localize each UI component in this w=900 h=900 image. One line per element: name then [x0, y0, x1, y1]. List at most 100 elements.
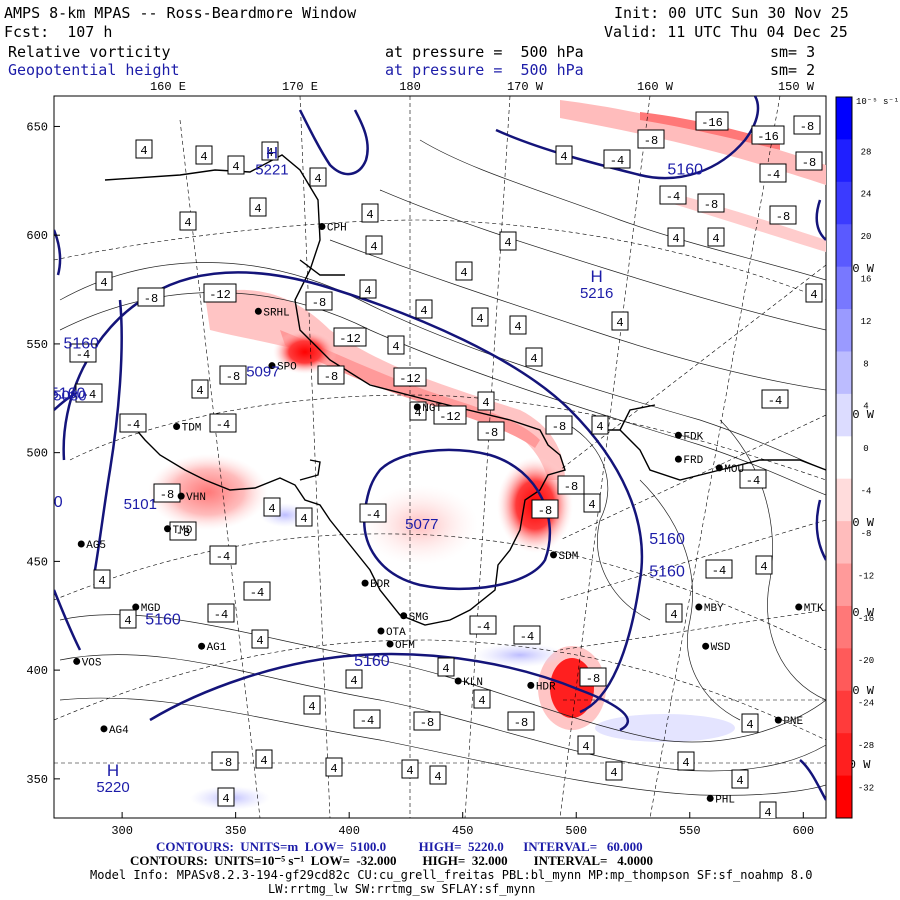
station-mou: MOU — [715, 464, 744, 476]
station-wsd: WSD — [702, 642, 731, 654]
vort-label: 4 — [755, 555, 773, 575]
vort-label: -8 — [557, 475, 585, 495]
colorbar-swatch — [836, 139, 852, 183]
svg-text:4: 4 — [670, 608, 677, 622]
station-srhl: SRHL — [254, 307, 290, 319]
svg-text:4: 4 — [256, 634, 263, 648]
station-marker — [706, 794, 714, 802]
station-marker — [795, 603, 803, 611]
svg-text:4: 4 — [392, 340, 399, 354]
station-label: PHL — [715, 794, 735, 806]
svg-text:4: 4 — [746, 718, 753, 732]
vort-max-center — [362, 485, 478, 565]
vort-label: -8 — [507, 711, 535, 731]
colorbar-label: -24 — [858, 699, 874, 709]
station-marker — [413, 403, 421, 411]
field1-name: Relative vorticity — [8, 43, 171, 61]
vort-neg-south — [475, 643, 565, 667]
height-contours — [54, 96, 826, 801]
height-center: 5097 — [246, 364, 279, 381]
svg-text:4: 4 — [98, 574, 105, 588]
station-label: TMD — [173, 525, 193, 537]
vort-label: 4 — [591, 415, 609, 435]
vort-neg-southeast — [595, 714, 735, 742]
vort-label: -4 — [209, 545, 237, 565]
svg-text:-4: -4 — [214, 608, 228, 622]
svg-text:4: 4 — [232, 160, 239, 174]
top-lon-label: 150 W — [778, 80, 815, 94]
svg-text:4: 4 — [268, 502, 275, 516]
vort-label: -4 — [209, 413, 237, 433]
top-lon-label: 180 — [399, 80, 421, 94]
svg-text:-4: -4 — [610, 154, 624, 168]
model-physics: LW:rrtmg_lw SW:rrtmg_sw SFLAY:sf_mynn — [268, 882, 536, 896]
station-label: MGD — [141, 603, 161, 615]
colorbar-swatch — [836, 309, 852, 352]
vort-label: -4 — [739, 469, 767, 489]
vorticity-contour-labels: 4 4 4 4 4 4 4 4 4 4 4 4 4 4 4 4 4 4 4 4 … — [69, 111, 823, 820]
vort-label: 4 — [611, 311, 629, 331]
vort-label: -8 — [219, 365, 247, 385]
vort-label: 4 — [415, 299, 433, 319]
vort-label: -4 — [705, 559, 733, 579]
top-longitude-labels: 160 E 170 E 180 170 W 160 W 150 W — [150, 80, 815, 94]
stations: CPH SRHL SPO NGT FDK FRD MOU TDM VHN TMD AG5 SDM BDR… — [73, 222, 824, 806]
vort-label: 4 — [263, 497, 281, 517]
svg-text:4: 4 — [196, 384, 203, 398]
svg-text:4: 4 — [588, 498, 595, 512]
station-vhn: VHN — [177, 492, 206, 504]
vort-label: -8 — [153, 483, 181, 503]
x-tick-label: 300 — [111, 824, 133, 838]
height-contour-label: 5160 — [649, 564, 685, 581]
center-kind: H — [107, 761, 119, 780]
station-label: OFM — [395, 640, 415, 652]
colorbar-swatch — [836, 97, 852, 140]
station-bdr: BDR — [361, 579, 390, 591]
vort-label: -8 — [477, 421, 505, 441]
colorbar-swatch — [836, 478, 852, 522]
x-tick-label: 450 — [452, 824, 474, 838]
station-marker — [318, 222, 326, 230]
station-marker — [527, 681, 535, 689]
station-label: BDR — [370, 579, 390, 591]
station-marker — [164, 525, 172, 533]
vort-label: 4 — [95, 271, 113, 291]
svg-text:-8: -8 — [226, 370, 240, 384]
vort-label: 4 — [759, 801, 777, 820]
center-value: 5097 — [246, 364, 279, 381]
svg-text:4: 4 — [254, 202, 261, 216]
station-label: SPO — [277, 362, 297, 374]
vort-label: -16 — [695, 111, 729, 131]
vort-label: 4 — [583, 493, 601, 513]
field2-smoothing: sm= 2 — [770, 61, 816, 79]
vort-label: 4 — [665, 603, 683, 623]
vorticity-contour-info: CONTOURS: UNITS=10⁻⁵ s⁻¹ LOW= -32.000 HI… — [130, 853, 653, 868]
station-label: OTA — [386, 627, 406, 639]
svg-text:4: 4 — [200, 150, 207, 164]
colorbar-swatch — [836, 605, 852, 649]
vort-label: -8 — [769, 205, 797, 225]
vort-label: 4 — [303, 695, 321, 715]
vort-label: -8 — [305, 291, 333, 311]
svg-text:4: 4 — [100, 276, 107, 290]
vort-label: 4 — [261, 141, 279, 161]
svg-text:4: 4 — [406, 764, 413, 778]
station-ota: OTA — [377, 627, 406, 639]
station-frd: FRD — [674, 455, 704, 467]
svg-text:4: 4 — [616, 316, 623, 330]
vort-label: 4 — [477, 391, 495, 411]
vort-label: -8 — [211, 751, 239, 771]
svg-text:4: 4 — [764, 806, 771, 820]
colorbar-label: -8 — [861, 529, 872, 539]
station-marker — [77, 540, 85, 548]
x-tick-label: 550 — [679, 824, 701, 838]
top-lon-label: 170 E — [282, 80, 318, 94]
colorbar-swatch — [836, 563, 852, 607]
station-marker — [198, 642, 206, 650]
svg-text:4: 4 — [140, 144, 147, 158]
vort-label: 4 — [731, 769, 749, 789]
svg-text:4: 4 — [184, 216, 191, 230]
station-label: SRHL — [263, 307, 289, 319]
